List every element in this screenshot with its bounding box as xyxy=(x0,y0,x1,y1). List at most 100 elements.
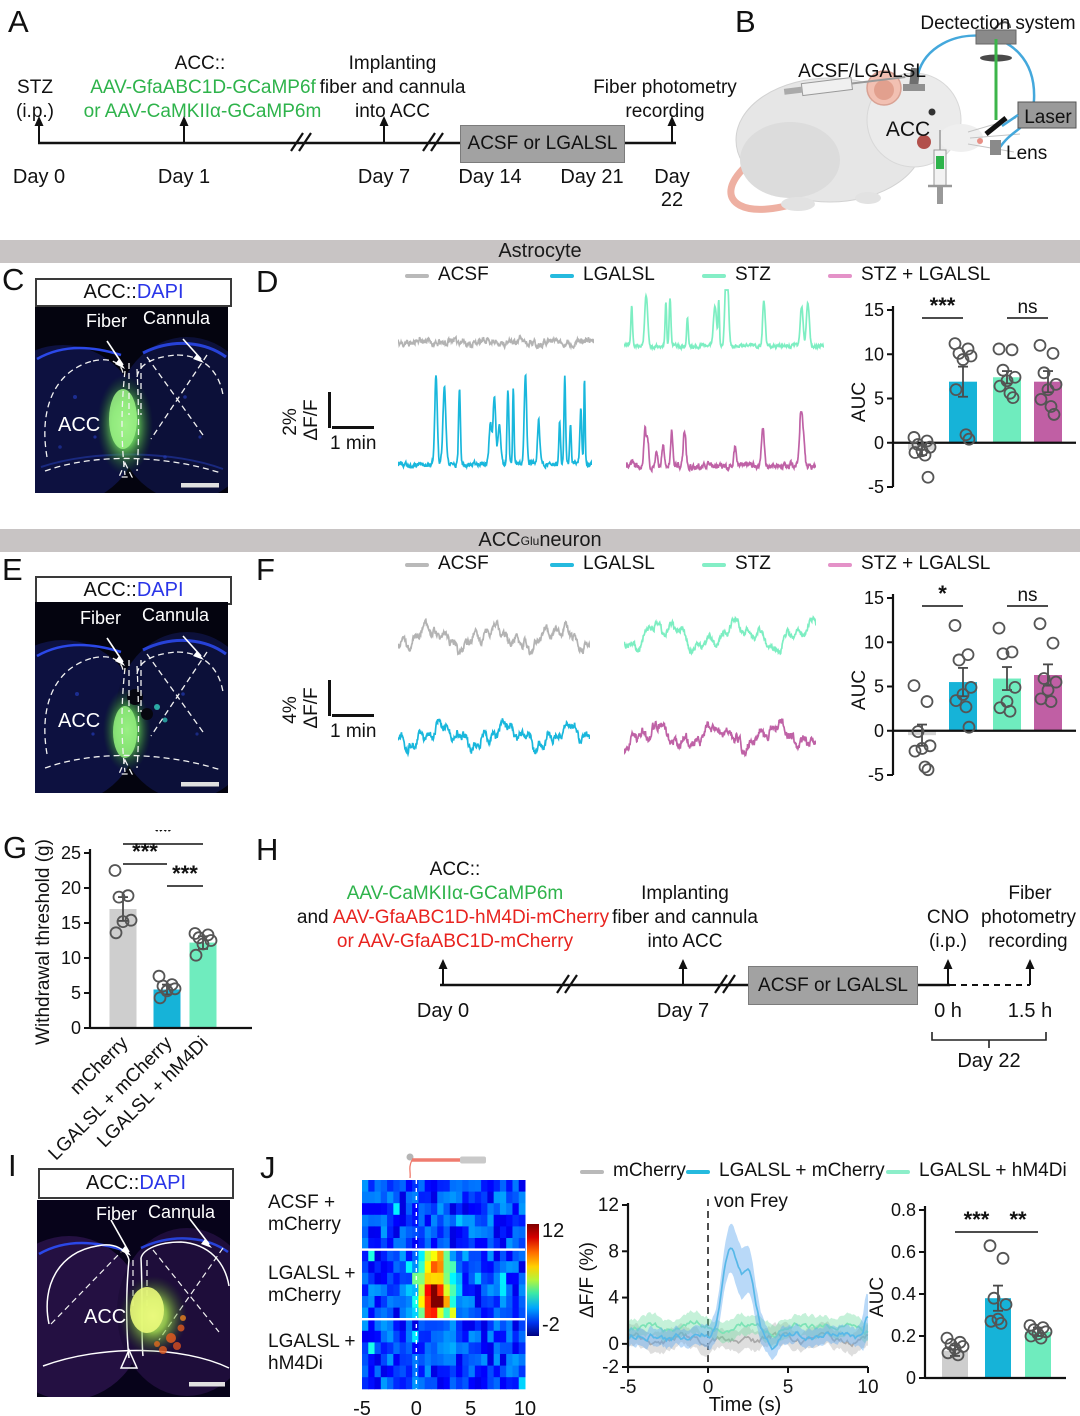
panel-c-histology-image xyxy=(35,307,228,493)
svg-text:0: 0 xyxy=(874,721,884,741)
cannula-label-i: Cannula xyxy=(148,1202,216,1222)
infusion-syringe xyxy=(783,75,906,97)
dichroic-mirror xyxy=(984,116,1008,136)
recording-line3-h: recording xyxy=(988,931,1068,952)
svg-text:12: 12 xyxy=(598,1195,619,1216)
svg-text:4: 4 xyxy=(608,1288,619,1309)
panel-e-letter: E xyxy=(2,552,23,587)
day22-label-h: Day 22 xyxy=(957,1050,1021,1072)
scale-time-f: 1 min xyxy=(330,721,377,742)
svg-text:0: 0 xyxy=(608,1334,619,1355)
day1-label-a: Day 1 xyxy=(157,166,211,188)
h15-label-h: 1.5 h xyxy=(1007,1000,1053,1022)
cannula-label-e: Cannula xyxy=(142,605,210,625)
svg-text:15: 15 xyxy=(864,300,884,320)
legend-dash-icon xyxy=(702,563,726,567)
anatomy-outlines xyxy=(44,354,224,478)
legend-j-lgalsl-hm4di: LGALSL + hM4Di xyxy=(886,1160,1067,1182)
cno-label: CNO xyxy=(926,907,970,928)
day22-bracket xyxy=(931,1032,1047,1041)
legend-f-stz-lgalsl: STZ + LGALSL xyxy=(828,553,990,575)
virus-red1-text: AAV-GfaABC1D-hM4Di-mCherry xyxy=(332,907,610,928)
panel-g-letter: G xyxy=(3,830,28,865)
svg-text:***: *** xyxy=(964,1207,990,1232)
day22-label-a: Day 22 xyxy=(654,166,690,211)
legend-label: LGALSL xyxy=(583,553,655,574)
acc-label-e: ACC xyxy=(58,710,101,732)
svg-text:-5: -5 xyxy=(868,477,884,497)
legend-j-mcherry: mCherry xyxy=(580,1160,686,1182)
legend-label: STZ xyxy=(735,553,771,574)
implant-line2-h: fiber and cannula xyxy=(612,907,758,928)
mouse-eye xyxy=(928,108,936,116)
fiber-arrow xyxy=(106,637,124,663)
svg-text:10: 10 xyxy=(514,1398,536,1416)
svg-text:***: *** xyxy=(930,293,956,318)
svg-text:0: 0 xyxy=(411,1398,422,1416)
svg-text:5: 5 xyxy=(874,677,884,697)
panel-e-title-box: ACC:: DAPI xyxy=(35,576,232,605)
j-heatmap-svg: -5 0 5 10 xyxy=(353,1180,536,1416)
legend-f-lgalsl: LGALSL xyxy=(550,553,655,575)
acc-virus-header-a: ACC:: xyxy=(174,53,226,74)
j-row1-line1: LGALSL + xyxy=(268,1263,356,1284)
j-line-xlabel: Time (s) xyxy=(708,1394,782,1416)
svg-text:-5: -5 xyxy=(353,1398,371,1416)
panel-c-title-box: ACC:: DAPI xyxy=(35,278,232,307)
f-trace-2 xyxy=(398,718,590,758)
virus-green-h: AAV-CaMKIIα-GCaMP6m xyxy=(346,883,564,904)
day14-label-a: Day 14 xyxy=(458,166,522,188)
svg-text:15: 15 xyxy=(864,588,884,608)
day7-label-a: Day 7 xyxy=(357,166,411,188)
svg-text:0: 0 xyxy=(906,1368,916,1388)
cannula-arrow xyxy=(188,1217,210,1245)
recording-line2-h: photometry xyxy=(980,907,1077,928)
svg-text:***: *** xyxy=(132,839,158,864)
fiber-label-e: Fiber xyxy=(80,608,122,628)
svg-text:*: * xyxy=(938,581,947,606)
anatomy-outlines xyxy=(44,651,224,775)
d-trace-0 xyxy=(398,334,594,351)
panel-c-title-prefix: ACC:: xyxy=(83,281,137,303)
scale-hbar-f xyxy=(332,714,374,717)
legend-dash-icon xyxy=(828,274,852,278)
treatment-box-a: ACSF or LGALSL xyxy=(460,125,625,163)
legend-dash-icon xyxy=(686,1170,710,1174)
panel-a-letter: A xyxy=(8,4,29,39)
svg-text:15: 15 xyxy=(61,913,81,933)
fiber-arrow xyxy=(110,1219,130,1253)
panel-h-letter: H xyxy=(256,832,279,867)
j-row0-line1: ACSF + xyxy=(268,1192,336,1213)
legend-dash-icon xyxy=(405,563,429,567)
svg-text:0.4: 0.4 xyxy=(891,1284,916,1304)
legend-f-acsf: ACSF xyxy=(405,553,489,575)
f-bar-svg: -5 0 5 10 15 * ns xyxy=(864,581,1076,785)
legend-label: LGALSL + mCherry xyxy=(719,1160,885,1181)
von-frey-annotation: von Frey xyxy=(714,1191,788,1212)
panel-i-title-dapi: DAPI xyxy=(139,1172,187,1194)
j-row1-line2: mCherry xyxy=(268,1285,341,1306)
svg-text:-5: -5 xyxy=(868,765,884,785)
fiber-label-c: Fiber xyxy=(86,311,128,331)
f-trace-1 xyxy=(624,615,816,656)
implant-line1-a: Implanting xyxy=(348,53,437,74)
svg-text:**: ** xyxy=(1009,1207,1027,1232)
fiber-arrow xyxy=(106,340,124,366)
legend-dash-icon xyxy=(550,274,574,278)
scale-vbar-f xyxy=(328,680,331,716)
d-trace-1 xyxy=(624,289,824,352)
svg-text:0: 0 xyxy=(874,433,884,453)
svg-text:0.8: 0.8 xyxy=(891,1200,916,1220)
neuron-banner-pre: ACC xyxy=(478,529,521,551)
svg-text:0: 0 xyxy=(703,1377,714,1398)
panel-e-histology-image xyxy=(35,602,228,793)
panel-i-title-prefix: ACC:: xyxy=(85,1172,140,1194)
astrocyte-banner-text: Astrocyte xyxy=(498,240,582,262)
svg-text:-5: -5 xyxy=(620,1377,637,1398)
panel-i-histology-image xyxy=(37,1200,230,1397)
optic-fiber-cable xyxy=(916,34,1036,155)
j-row2-line1: LGALSL + xyxy=(268,1331,356,1352)
treatment-box-h: ACSF or LGALSL xyxy=(748,966,918,1005)
stz-line1: STZ xyxy=(17,77,53,98)
